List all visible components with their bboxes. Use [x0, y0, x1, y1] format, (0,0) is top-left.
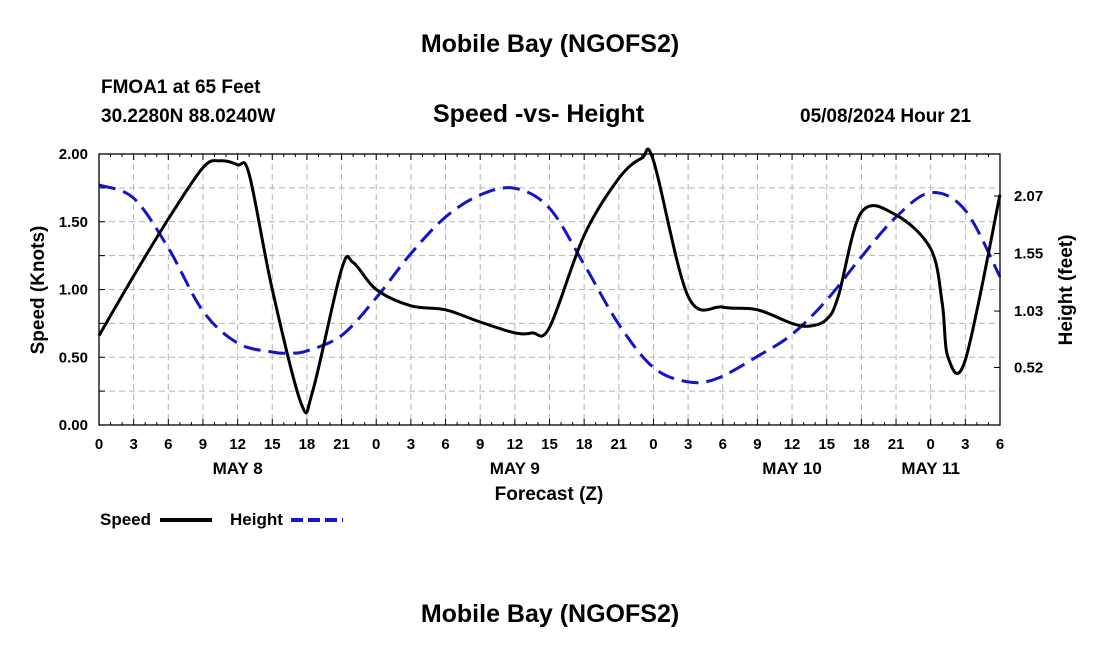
forecast-timestamp: 05/08/2024 Hour 21	[800, 106, 972, 127]
x-tick-label: 6	[719, 436, 727, 453]
day-label: MAY 9	[490, 459, 540, 478]
x-tick-label: 21	[888, 436, 905, 453]
speed-line	[97, 147, 1002, 415]
y2-tick-label: 1.03	[1014, 303, 1043, 320]
y-tick-label: 1.50	[59, 214, 88, 231]
grid-lines	[99, 154, 1000, 425]
x-tick-label: 15	[541, 436, 558, 453]
x-tick-label: 18	[853, 436, 870, 453]
y-tick-label: 2.00	[59, 146, 88, 163]
x-tick-label: 21	[610, 436, 627, 453]
day-label: MAY 11	[901, 459, 960, 478]
x-tick-label: 18	[299, 436, 316, 453]
x-tick-label: 6	[996, 436, 1004, 453]
x-tick-label: 0	[372, 436, 380, 453]
legend: Speed Height	[100, 510, 343, 529]
x-tick-label: 18	[576, 436, 593, 453]
x-tick-label: 3	[129, 436, 137, 453]
day-label: MAY 8	[213, 459, 263, 478]
height-line	[98, 183, 1002, 385]
y2-tick-label: 1.55	[1014, 246, 1043, 263]
y2-axis-title: Height (feet)	[1056, 235, 1077, 346]
x-tick-label: 15	[264, 436, 281, 453]
footer-title: Mobile Bay (NGOFS2)	[420, 600, 680, 628]
x-tick-label: 12	[784, 436, 801, 453]
y2-tick-label: 2.07	[1014, 188, 1043, 205]
x-tick-label: 0	[95, 436, 103, 453]
y-tick-label: 1.00	[59, 282, 88, 299]
station-coordinates: 30.2280N 88.0240W	[101, 106, 276, 127]
day-label: MAY 10	[762, 459, 822, 478]
chart-subtitle: Speed -vs- Height	[433, 100, 645, 128]
x-tick-label: 6	[164, 436, 172, 453]
x-tick-label: 0	[649, 436, 657, 453]
x-tick-label: 3	[407, 436, 415, 453]
x-tick-label: 15	[818, 436, 835, 453]
x-tick-label: 3	[684, 436, 692, 453]
x-tick-label: 9	[753, 436, 761, 453]
chart-title: Mobile Bay (NGOFS2)	[420, 30, 680, 58]
x-axis-title: Forecast (Z)	[495, 484, 604, 505]
x-tick-label: 6	[441, 436, 449, 453]
x-tick-label: 21	[333, 436, 350, 453]
y-tick-label: 0.00	[59, 417, 88, 434]
y2-tick-label: 0.52	[1014, 359, 1043, 376]
x-tick-label: 3	[961, 436, 969, 453]
axes: 0 3 6 9 12 15 18 21 0 3 6 9 12 15 18 21 0 3 6 9 12 15 18 21 0 3 6 M…	[59, 146, 1043, 478]
y-axis-title: Speed (Knots)	[28, 226, 49, 355]
series-lines	[97, 147, 1002, 415]
y-tick-label: 0.50	[59, 349, 88, 366]
x-tick-label: 0	[927, 436, 935, 453]
x-tick-label: 12	[229, 436, 246, 453]
x-tick-label: 9	[199, 436, 207, 453]
x-tick-label: 12	[507, 436, 524, 453]
legend-height-label: Height	[230, 510, 283, 529]
legend-speed-label: Speed	[100, 510, 151, 529]
station-label: FMOA1 at 65 Feet	[101, 77, 261, 98]
x-tick-label: 9	[476, 436, 484, 453]
